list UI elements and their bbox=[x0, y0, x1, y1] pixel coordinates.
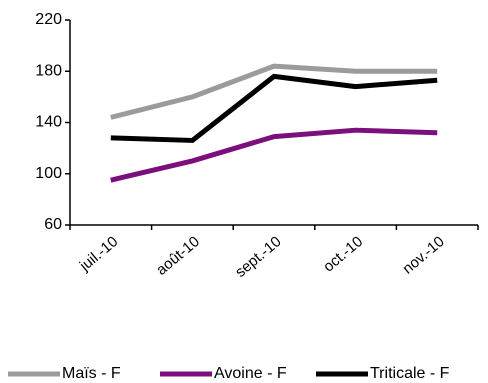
y-tick-label: 100 bbox=[35, 165, 62, 182]
x-tick-label: juil.-10 bbox=[76, 233, 122, 275]
series-layer bbox=[110, 63, 438, 183]
y-tick-label: 180 bbox=[35, 62, 62, 79]
legend-label: Maïs - F bbox=[62, 365, 121, 382]
axes bbox=[65, 19, 479, 230]
legend: Maïs - F Avoine - F Triticale - F bbox=[8, 365, 450, 382]
series-line-0 bbox=[110, 63, 438, 120]
legend-label: Triticale - F bbox=[370, 365, 450, 382]
x-tick-label: nov.-10 bbox=[399, 233, 447, 277]
x-tick-label: août-10 bbox=[153, 233, 203, 279]
y-tick-label: 140 bbox=[35, 114, 62, 131]
x-tick-labels: juil.-10 août-10 sept.-10 oct.-10 nov.-10 bbox=[76, 233, 448, 281]
y-tick-labels: 60 100 140 180 220 bbox=[35, 11, 62, 233]
x-tick-label: oct.-10 bbox=[320, 233, 366, 276]
x-tick-label: sept.-10 bbox=[232, 233, 284, 281]
y-tick-label: 60 bbox=[44, 216, 62, 233]
y-tick-label: 220 bbox=[35, 11, 62, 28]
legend-label: Avoine - F bbox=[214, 365, 287, 382]
